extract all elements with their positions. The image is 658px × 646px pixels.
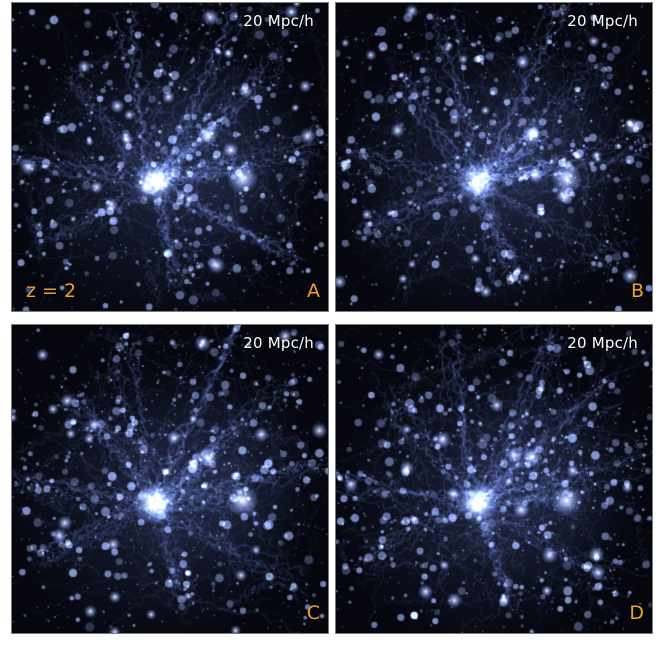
simulation-image-b xyxy=(336,3,652,311)
panel-letter: B xyxy=(630,280,644,302)
panel-b: 20 Mpc/h B xyxy=(335,2,653,312)
simulation-image-d xyxy=(336,325,652,633)
panel-a: 20 Mpc/h z = 2 A xyxy=(11,2,329,312)
simulation-image-c xyxy=(12,325,328,633)
scale-label: 20 Mpc/h xyxy=(243,12,314,30)
redshift-label: z = 2 xyxy=(26,280,77,302)
scale-label: 20 Mpc/h xyxy=(243,334,314,352)
panel-c: 20 Mpc/h C xyxy=(11,324,329,634)
simulation-image-a xyxy=(12,3,328,311)
panel-letter: D xyxy=(629,602,644,624)
scale-label: 20 Mpc/h xyxy=(567,334,638,352)
panel-letter: C xyxy=(306,602,320,624)
panel-letter: A xyxy=(307,280,320,302)
scale-label: 20 Mpc/h xyxy=(567,12,638,30)
panel-d: 20 Mpc/h D xyxy=(335,324,653,634)
